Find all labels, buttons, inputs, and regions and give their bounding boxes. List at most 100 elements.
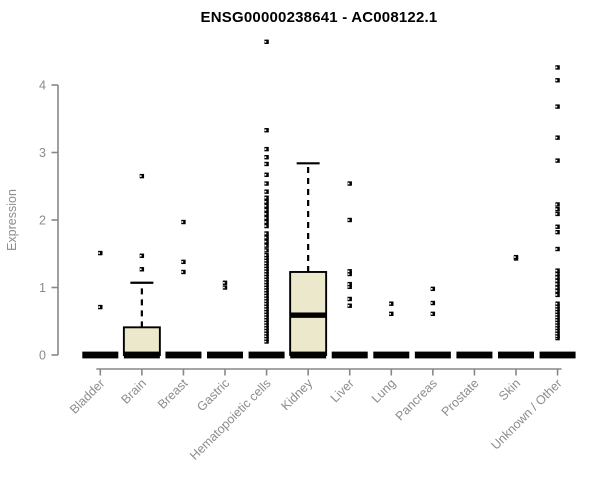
outlier-point: [264, 277, 269, 282]
y-axis-title: Expression: [5, 189, 19, 251]
outlier-point: [555, 315, 560, 320]
outlier-point-center: [264, 332, 267, 335]
outlier-point: [555, 309, 560, 314]
outlier-point-center: [430, 302, 433, 304]
outlier-point: [555, 317, 560, 323]
outlier-point-center: [181, 221, 184, 223]
boxplot-breast: [165, 219, 202, 359]
outlier-point-center: [223, 286, 225, 289]
outlier-point: [264, 336, 269, 341]
outlier-point: [264, 155, 269, 160]
outlier-point: [555, 158, 560, 163]
outlier-point-center: [98, 306, 100, 308]
outlier-point: [139, 253, 145, 258]
outlier-point-center: [264, 316, 267, 318]
outlier-point: [430, 286, 436, 292]
outlier-point-center: [264, 262, 267, 264]
boxplot-lung: [373, 301, 410, 359]
outlier-point: [555, 288, 560, 294]
outlier-point: [389, 311, 394, 317]
outlier-point-center: [555, 308, 558, 310]
outlier-point: [139, 267, 145, 272]
outlier-point: [347, 303, 352, 308]
outlier-point-center: [264, 340, 267, 343]
outlier-point-center: [555, 335, 558, 337]
outlier-point-center: [555, 279, 558, 282]
outlier-point: [264, 161, 269, 167]
x-category-label: Pancreas: [393, 376, 440, 423]
outlier-point: [555, 285, 560, 290]
outlier-point-center: [555, 79, 558, 82]
boxplot-kidney: [289, 162, 328, 359]
outlier-point-center: [347, 273, 350, 275]
outlier-point-center: [264, 273, 267, 275]
x-category-label: Lung: [369, 376, 399, 406]
outlier-point: [264, 211, 269, 217]
outlier-point: [264, 315, 269, 320]
outlier-point-center: [555, 225, 558, 228]
outlier-point: [264, 296, 269, 301]
outlier-point-center: [264, 305, 267, 308]
outlier-point: [264, 290, 269, 296]
outlier-point-center: [264, 257, 267, 259]
boxplot-skin: [498, 254, 534, 359]
x-category-label: Kidney: [278, 376, 315, 413]
outlier-point-center: [264, 265, 267, 267]
outlier-point-center: [264, 254, 267, 256]
outlier-point: [555, 202, 560, 207]
y-tick-label: 4: [39, 79, 46, 93]
outlier-point: [264, 243, 269, 248]
outlier-point-center: [555, 316, 558, 318]
outlier-point: [264, 328, 269, 333]
x-category-label: Brain: [118, 376, 149, 407]
outlier-point: [264, 306, 269, 312]
outlier-point-center: [264, 225, 267, 227]
outlier-point: [555, 229, 560, 235]
outlier-point-center: [181, 271, 184, 273]
outlier-point: [264, 312, 269, 317]
outlier-point-center: [555, 231, 558, 233]
outlier-point: [264, 285, 269, 290]
outlier-point-center: [264, 173, 267, 176]
outlier-point-center: [555, 269, 558, 272]
x-category-label: Hematopoietic cells: [187, 376, 274, 463]
outlier-point-center: [264, 321, 267, 324]
outlier-point: [430, 311, 436, 317]
x-category-label: Unknown / Other: [488, 376, 564, 452]
outlier-point: [264, 255, 269, 260]
outlier-point-center: [347, 286, 350, 288]
outlier-point-center: [264, 302, 267, 305]
outlier-point: [555, 281, 560, 287]
outlier-point-center: [264, 289, 267, 291]
y-tick-label: 3: [39, 146, 46, 160]
outlier-point: [264, 288, 269, 293]
outlier-point: [555, 331, 560, 336]
outlier-point-center: [389, 313, 391, 315]
outlier-point-center: [139, 268, 142, 271]
outlier-point-center: [264, 213, 267, 215]
outlier-point-center: [264, 148, 267, 150]
outlier-point-center: [555, 305, 558, 308]
outlier-point-center: [181, 261, 184, 263]
outlier-point-center: [264, 270, 267, 273]
outlier-point: [264, 203, 269, 209]
outlier-point: [264, 207, 269, 213]
zero-median-bar: [207, 351, 244, 359]
boxplot-bladder: [82, 250, 119, 359]
x-category-label: Liver: [328, 376, 357, 405]
zero-median-bar: [290, 351, 327, 359]
outlier-point-center: [555, 248, 558, 250]
outlier-point: [555, 333, 560, 339]
outlier-point-center: [347, 182, 350, 185]
outlier-point: [555, 104, 560, 109]
zero-median-bar: [248, 351, 285, 359]
outlier-point-center: [555, 327, 558, 329]
outlier-point: [264, 293, 269, 298]
outlier-point-center: [264, 281, 267, 283]
outlier-point: [264, 219, 269, 225]
y-tick-label: 1: [39, 281, 46, 295]
outlier-point: [555, 301, 560, 306]
zero-median-bar: [456, 351, 493, 359]
outlier-point: [222, 285, 228, 290]
